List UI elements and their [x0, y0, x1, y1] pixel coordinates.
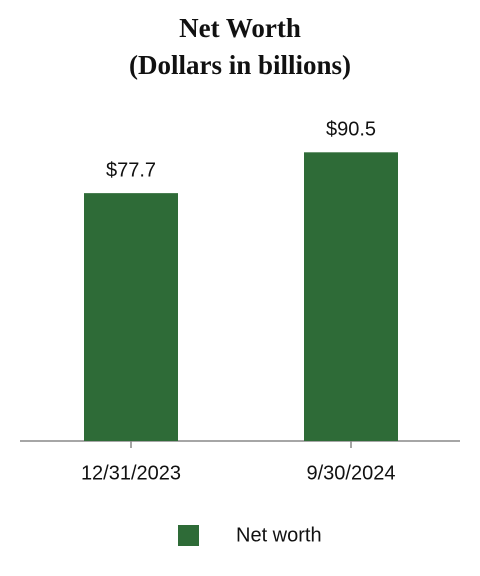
bar — [84, 193, 178, 441]
chart-subtitle: (Dollars in billions) — [129, 50, 351, 80]
value-label: $77.7 — [106, 159, 156, 181]
legend-swatch — [178, 525, 199, 546]
chart-title: Net Worth — [179, 13, 301, 43]
x-tick-label: 9/30/2024 — [307, 462, 396, 484]
legend-label: Net worth — [236, 524, 322, 546]
value-label: $90.5 — [326, 119, 376, 141]
x-tick-label: 12/31/2023 — [81, 462, 181, 484]
bar — [304, 152, 398, 441]
